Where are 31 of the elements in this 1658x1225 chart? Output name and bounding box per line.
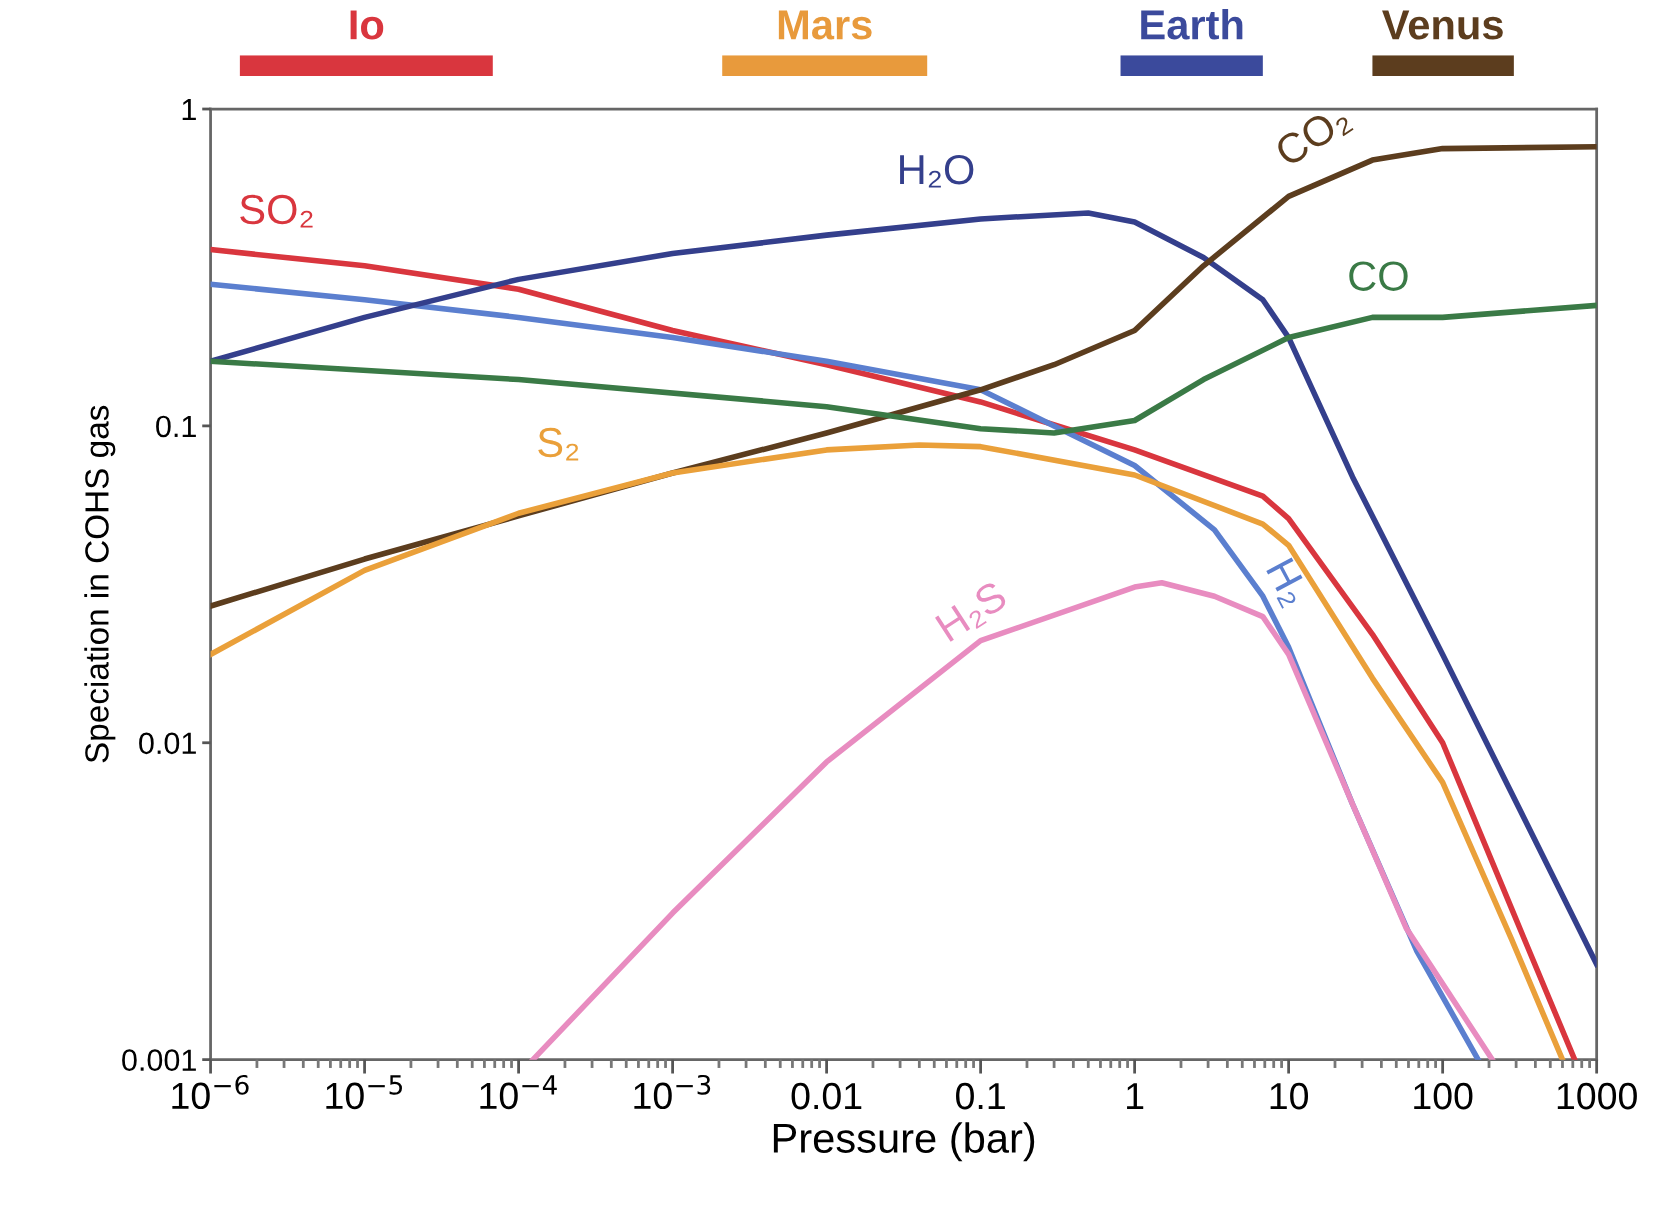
x-tick-label: 10$^{−4}$	[480, 1075, 557, 1110]
y-tick-label: 1	[182, 99, 196, 121]
x-axis-title: Pressure (bar)	[773, 1122, 1035, 1162]
y-axis-title: Speciation in COHS gas	[84, 405, 116, 763]
series-label: Earth	[1141, 9, 1243, 40]
x-tick-label: 1000	[1557, 1082, 1637, 1110]
x-tick-label: 0.01	[791, 1082, 862, 1110]
x-tick-label: 0.1	[956, 1082, 1005, 1110]
series-label: Mars	[778, 10, 872, 40]
x-tick-label: 100	[1414, 1082, 1473, 1110]
x-tick-label: 10	[1270, 1082, 1309, 1110]
bar	[1120, 55, 1263, 76]
x-tick-label: 10$^{−3}$	[634, 1074, 711, 1110]
bar	[239, 55, 493, 76]
text: H₂S	[934, 579, 1011, 645]
series-label: Io	[350, 10, 384, 40]
y-tick-label: 0.1	[156, 415, 196, 438]
bar	[1372, 55, 1514, 76]
series-label: H₂O	[900, 154, 974, 188]
series-label: CO	[1349, 261, 1408, 291]
x-tick-label: 1	[1127, 1083, 1144, 1110]
text: H₂	[1263, 557, 1311, 609]
x-tick-label: 10$^{−6}$	[172, 1074, 249, 1110]
y-tick-label: 0.01	[139, 732, 196, 755]
bar	[722, 55, 928, 76]
series-label: SO₂	[240, 194, 313, 228]
text: CO₂	[1273, 102, 1354, 171]
y-tick-label: 0.001	[122, 1049, 196, 1071]
series-label: S₂	[538, 427, 579, 461]
series-label: Venus	[1382, 10, 1503, 40]
x-tick-label: 10$^{−5}$	[326, 1075, 402, 1110]
